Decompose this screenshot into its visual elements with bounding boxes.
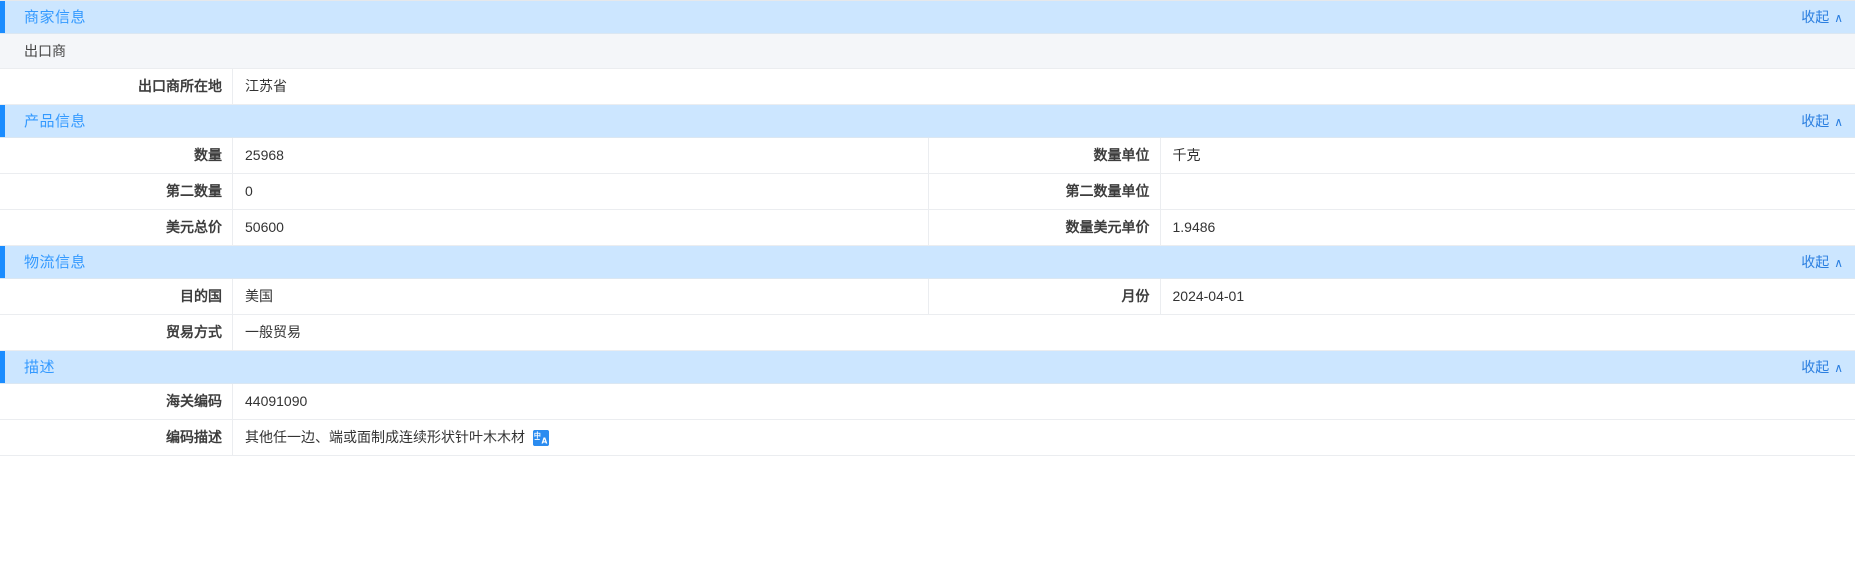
chevron-up-icon: ∧ (1834, 361, 1843, 375)
field-pair: 目的国 美国 (0, 279, 928, 314)
field-label: 美元总价 (166, 219, 222, 235)
field-value-text: 44091090 (245, 393, 308, 409)
section-accent-bar (0, 351, 5, 383)
svg-text:中: 中 (534, 430, 541, 439)
field-pair: 第二数量 0 (0, 174, 928, 209)
section-title: 描述 (24, 358, 56, 376)
field-value-text: 50600 (245, 219, 284, 235)
collapse-toggle-merchant-info[interactable]: 收起 ∧ (1801, 7, 1843, 27)
table-row: 贸易方式 一般贸易 (0, 315, 1855, 351)
table-row: 目的国 美国 月份 2024-04-01 (0, 279, 1855, 315)
section-accent-bar (0, 105, 5, 137)
field-pair: 贸易方式 一般贸易 (0, 315, 1855, 350)
section-header-product-info: 产品信息 收起 ∧ (0, 105, 1855, 138)
field-value: 0 (232, 174, 928, 209)
field-label: 数量 (194, 147, 222, 163)
field-value: 1.9486 (1159, 210, 1855, 245)
field-label: 第二数量单位 (927, 174, 1160, 209)
collapse-toggle-product-info[interactable]: 收起 ∧ (1801, 111, 1843, 131)
field-value: 千克 (1159, 138, 1855, 173)
collapse-label: 收起 (1801, 359, 1830, 375)
collapse-label: 收起 (1801, 113, 1830, 129)
field-pair: 数量美元单价 1.9486 (927, 210, 1855, 245)
field-pair: 出口商所在地 江苏省 (0, 69, 1855, 104)
trade-detail-panel: 商家信息 收起 ∧ 出口商 出口商所在地 江苏省 产品信息 收起 ∧ 数量 25968 数量单位 千克第… (0, 0, 1855, 456)
field-value: 江苏省 (232, 69, 1855, 104)
section-accent-bar (0, 246, 5, 278)
field-label: 第二数量 (166, 183, 222, 199)
field-value-text: 美国 (245, 288, 273, 304)
plain-row-text: 出口商 (24, 43, 66, 59)
field-pair: 海关编码 44091090 (0, 384, 1855, 419)
field-value-text: 江苏省 (245, 78, 287, 94)
table-row: 数量 25968 数量单位 千克 (0, 138, 1855, 174)
section-accent-bar (0, 1, 5, 33)
field-label: 数量美元单价 (927, 210, 1160, 245)
collapse-label: 收起 (1801, 254, 1830, 270)
field-value: 50600 (232, 210, 928, 245)
field-label: 月份 (927, 279, 1160, 314)
collapse-label: 收起 (1801, 9, 1830, 25)
field-pair: 数量单位 千克 (927, 138, 1855, 173)
field-value: 44091090 (232, 384, 1855, 419)
field-pair: 编码描述 其他任一边、端或面制成连续形状针叶木木材中 A (0, 420, 1855, 455)
field-label: 编码描述 (166, 429, 222, 445)
collapse-toggle-description[interactable]: 收起 ∧ (1801, 357, 1843, 377)
section-title: 物流信息 (24, 253, 87, 271)
field-value-text: 25968 (245, 147, 284, 163)
table-row: 海关编码 44091090 (0, 384, 1855, 420)
field-label: 贸易方式 (166, 324, 222, 340)
field-value: 其他任一边、端或面制成连续形状针叶木木材中 A (232, 420, 1855, 455)
section-title: 产品信息 (24, 112, 87, 130)
field-pair: 数量 25968 (0, 138, 928, 173)
field-pair: 月份 2024-04-01 (927, 279, 1855, 314)
field-value: 美国 (232, 279, 928, 314)
field-value: 25968 (232, 138, 928, 173)
field-value: 一般贸易 (232, 315, 1855, 350)
field-value-text: 0 (245, 183, 253, 199)
field-label: 海关编码 (166, 393, 222, 409)
field-value-text: 2024-04-01 (1172, 288, 1245, 304)
collapse-toggle-logistics-info[interactable]: 收起 ∧ (1801, 252, 1843, 272)
section-header-description: 描述 收起 ∧ (0, 351, 1855, 384)
chevron-up-icon: ∧ (1834, 256, 1843, 270)
field-label: 出口商所在地 (138, 78, 222, 94)
table-row: 出口商所在地 江苏省 (0, 69, 1855, 105)
table-row: 编码描述 其他任一边、端或面制成连续形状针叶木木材中 A (0, 420, 1855, 456)
field-value-text: 一般贸易 (245, 324, 301, 340)
section-title: 商家信息 (24, 8, 87, 26)
chevron-up-icon: ∧ (1834, 11, 1843, 25)
svg-text:A: A (541, 436, 547, 445)
field-value-text: 千克 (1172, 147, 1201, 163)
field-pair: 美元总价 50600 (0, 210, 928, 245)
field-label: 数量单位 (927, 138, 1160, 173)
field-value: 2024-04-01 (1159, 279, 1855, 314)
field-value-text: 1.9486 (1172, 219, 1216, 235)
table-row: 美元总价 50600 数量美元单价 1.9486 (0, 210, 1855, 246)
info-row-plain: 出口商 (0, 34, 1855, 69)
section-header-logistics-info: 物流信息 收起 ∧ (0, 246, 1855, 279)
chevron-up-icon: ∧ (1834, 115, 1843, 129)
field-pair: 第二数量单位 (927, 174, 1855, 209)
field-value (1159, 174, 1855, 209)
field-value-text: 其他任一边、端或面制成连续形状针叶木木材 (245, 429, 525, 445)
table-row: 第二数量 0 第二数量单位 (0, 174, 1855, 210)
field-label: 目的国 (180, 288, 222, 304)
section-header-merchant-info: 商家信息 收起 ∧ (0, 1, 1855, 34)
